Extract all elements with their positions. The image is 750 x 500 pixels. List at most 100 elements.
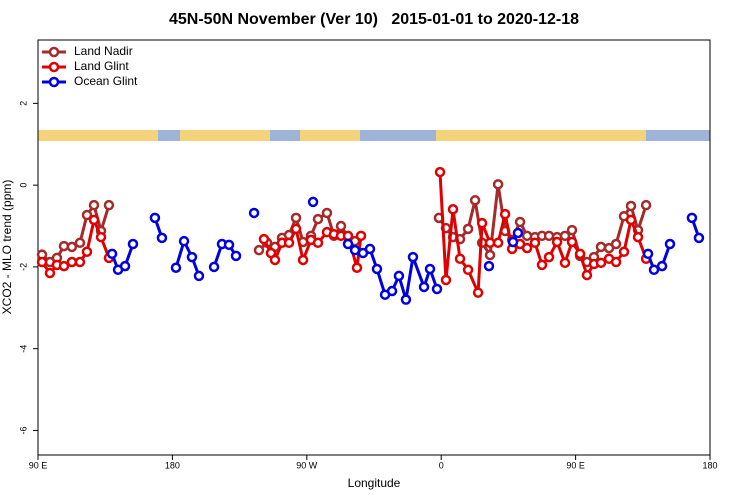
plot-frame [37, 39, 711, 456]
data-point [610, 256, 622, 268]
data-point [253, 244, 265, 256]
data-point [193, 270, 205, 282]
map-strip [38, 130, 710, 141]
legend-marker [48, 46, 60, 58]
data-point [483, 260, 495, 272]
data-point [335, 220, 347, 232]
data-point [386, 285, 398, 297]
data-point [543, 230, 555, 242]
data-point [543, 251, 555, 263]
data-point [581, 269, 593, 281]
data-point [559, 230, 571, 242]
x-axis-label: Longitude [348, 476, 401, 490]
data-point [574, 248, 586, 260]
data-point [297, 254, 309, 266]
data-point [472, 287, 484, 298]
data-point [424, 263, 436, 275]
data-point [66, 256, 78, 268]
data-point [81, 209, 93, 221]
x-tick-label: 180 [165, 460, 180, 470]
data-point [418, 281, 430, 293]
data-point [312, 237, 324, 249]
data-point [566, 236, 578, 248]
y-tick-label: -4 [18, 345, 28, 353]
data-point [610, 238, 622, 250]
legend-label: Ocean Glint [74, 74, 138, 88]
data-point [248, 207, 260, 219]
x-tick-label: 0 [439, 460, 444, 470]
data-point [407, 251, 419, 263]
y-tick-label: 0 [18, 183, 28, 188]
x-tick-label: 90 E [29, 460, 48, 470]
data-point [400, 294, 412, 305]
data-point [178, 235, 190, 247]
data-point [454, 253, 466, 264]
data-point [342, 230, 354, 242]
data-point [551, 236, 563, 248]
data-point [290, 223, 302, 235]
data-point [307, 196, 319, 208]
data-point [127, 238, 139, 250]
data-point [625, 214, 637, 226]
x-tick-label: 90 W [296, 460, 318, 470]
y-tick-label: 2 [18, 101, 28, 106]
y-tick-label: -2 [18, 263, 28, 271]
data-point [462, 264, 474, 276]
data-point [88, 199, 100, 211]
y-tick-label: -6 [18, 426, 28, 434]
data-point [492, 179, 504, 190]
data-point [686, 212, 698, 224]
data-point [74, 237, 86, 249]
data-point [88, 214, 100, 226]
data-point [656, 260, 668, 272]
data-point [81, 246, 93, 258]
data-point [559, 257, 571, 269]
data-point [507, 236, 519, 248]
data-point [66, 241, 78, 253]
data-point [499, 208, 511, 220]
data-point [529, 237, 541, 249]
data-point [469, 195, 481, 206]
legend-label: Land Glint [74, 59, 129, 73]
data-point [521, 230, 533, 242]
x-tick-label: 90 E [566, 460, 585, 470]
data-point [595, 241, 607, 253]
data-point [119, 260, 131, 272]
data-point [512, 227, 524, 239]
data-point [625, 200, 637, 212]
data-point [103, 199, 115, 211]
data-point [476, 217, 488, 229]
data-point [156, 232, 168, 244]
data-point [618, 246, 630, 258]
data-point [342, 238, 354, 250]
data-point [186, 251, 198, 263]
x-tick-label: 180 [702, 460, 717, 470]
data-point [364, 243, 376, 255]
legend-marker [48, 76, 60, 88]
data-point [312, 213, 324, 225]
data-point [230, 250, 242, 262]
data-point [393, 270, 405, 282]
data-point [640, 199, 652, 211]
data-point [223, 239, 235, 251]
y-axis-label: XCO2 - MLO trend (ppm) [0, 180, 14, 315]
data-point [595, 257, 607, 269]
data-point [566, 224, 578, 236]
data-point [440, 274, 452, 286]
data-point [44, 267, 56, 279]
data-point [290, 212, 302, 224]
data-point [371, 263, 383, 275]
data-point [58, 260, 70, 272]
data-point [431, 283, 443, 295]
data-point [74, 256, 86, 268]
data-point [642, 248, 654, 260]
legend-marker [48, 61, 60, 73]
data-point [258, 233, 270, 245]
data-point [351, 262, 363, 273]
data-point [514, 216, 526, 228]
data-point [36, 256, 48, 268]
data-point [484, 237, 496, 249]
data-point [664, 238, 676, 250]
data-point [283, 237, 295, 249]
